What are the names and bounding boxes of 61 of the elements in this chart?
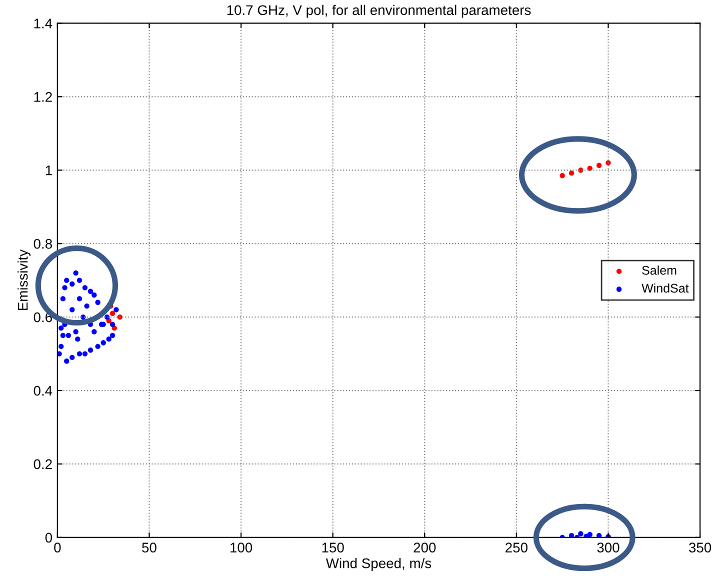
point [70, 307, 75, 312]
point [76, 351, 82, 356]
point [75, 336, 80, 342]
point [92, 292, 97, 298]
point [578, 531, 584, 536]
point [568, 532, 574, 538]
y-tick-label: 1 [46, 166, 52, 176]
x-axis-title: Wind Speed, m/s [326, 558, 432, 571]
point [58, 325, 64, 331]
point [117, 314, 122, 320]
point [62, 285, 68, 290]
y-tick-label: 0 [45, 532, 52, 543]
point [606, 160, 611, 166]
chart-title: 10.7 GHz, V pol, for all environmental parameters [227, 4, 531, 18]
point [106, 336, 112, 342]
point [95, 344, 100, 350]
point [596, 532, 602, 538]
point [66, 332, 72, 338]
point [88, 348, 94, 353]
y-tick-label: 0.2 [34, 459, 52, 470]
point [76, 296, 82, 302]
point [84, 303, 90, 309]
y-tick-label: 0.8 [34, 238, 52, 249]
point [58, 344, 64, 350]
point [114, 307, 119, 312]
point [64, 278, 70, 283]
point [70, 281, 75, 287]
point [60, 332, 66, 338]
point [596, 162, 602, 168]
point [82, 351, 88, 356]
point [95, 300, 100, 305]
point [568, 170, 574, 176]
x-tick-label: 200 [414, 542, 436, 552]
point [560, 173, 565, 178]
y-tick-label: 0.4 [34, 386, 52, 396]
point [88, 288, 94, 294]
point [82, 285, 88, 290]
point [100, 340, 106, 346]
legend-label: Salem [642, 266, 676, 275]
point [60, 296, 66, 302]
point [584, 534, 589, 538]
point [76, 278, 82, 283]
point [73, 329, 78, 334]
x-tick-label: 350 [688, 542, 712, 552]
x-tick-label: 100 [230, 542, 252, 552]
x-tick-label: 50 [142, 542, 156, 552]
x-tick-label: 150 [322, 542, 344, 552]
y-tick-label: 1.4 [34, 18, 52, 28]
x-tick-label: 300 [597, 542, 620, 552]
y-axis-title: Emissivity [18, 249, 30, 310]
point [64, 358, 70, 364]
point [110, 332, 116, 338]
point [110, 322, 116, 328]
point [70, 354, 75, 360]
legend-label: WindSat [642, 283, 689, 293]
x-tick-label: 0 [54, 542, 61, 552]
y-tick-label: 1.2 [34, 92, 52, 102]
point [92, 329, 97, 334]
point [110, 310, 116, 316]
point [73, 270, 78, 276]
x-tick-label: 250 [506, 542, 528, 552]
